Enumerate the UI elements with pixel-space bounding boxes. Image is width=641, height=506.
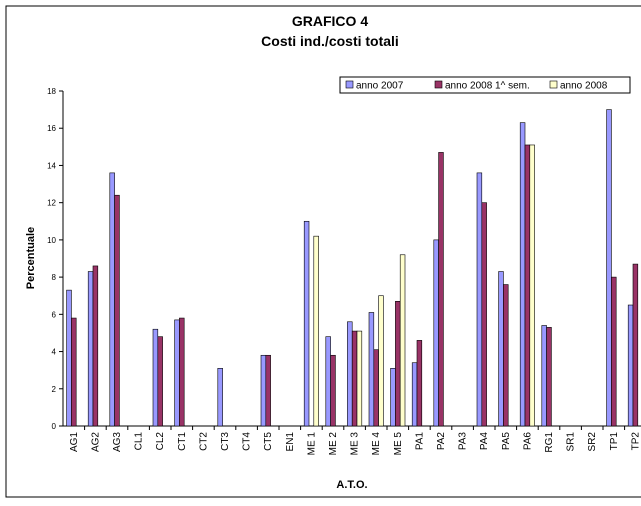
legend-box: [339, 76, 631, 94]
x-tick-label: CL1: [134, 432, 145, 451]
x-tick-label: AG3: [112, 432, 123, 452]
bar: [416, 340, 423, 427]
y-tick-label: 8: [52, 273, 57, 282]
y-axis-label: Percentuale: [25, 227, 37, 289]
y-tick-label: 2: [52, 385, 57, 394]
x-tick-label: RG1: [544, 432, 555, 453]
bar: [174, 319, 180, 427]
bar: [498, 271, 504, 427]
x-tick-label: PA1: [414, 432, 425, 451]
x-tick-label: ME 1: [306, 432, 317, 456]
bar: [476, 172, 483, 427]
bar: [325, 336, 331, 427]
x-tick-label: PA6: [522, 432, 533, 451]
bar: [481, 202, 487, 427]
bar: [627, 304, 634, 427]
bar: [433, 239, 439, 427]
y-tick-label: 18: [47, 87, 56, 96]
legend-label: anno 2008 1^ sem.: [445, 81, 530, 92]
bar: [92, 265, 99, 427]
x-tick-label: AG2: [90, 432, 101, 452]
x-tick-label: EN1: [285, 432, 296, 452]
x-tick-label: CT1: [177, 432, 188, 451]
bar: [519, 122, 526, 427]
x-axis-label: A.T.O.: [336, 479, 367, 491]
x-tick-label: ME 5: [393, 432, 404, 456]
y-tick-label: 16: [47, 124, 56, 133]
legend-swatch: [434, 80, 443, 89]
x-tick-label: CL2: [155, 432, 166, 451]
bar: [303, 220, 310, 427]
y-tick-label: 10: [47, 236, 56, 245]
bar: [438, 152, 444, 427]
x-tick-label: ME 3: [350, 432, 361, 456]
y-tick-label: 0: [52, 422, 57, 431]
x-tick-label: SR2: [587, 432, 598, 452]
bar: [390, 368, 396, 427]
bar: [87, 271, 94, 427]
x-tick-label: TP2: [630, 432, 641, 451]
y-tick-label: 4: [52, 348, 57, 357]
x-tick-label: AG1: [69, 432, 80, 452]
bar: [66, 289, 72, 427]
bar: [395, 301, 401, 427]
y-tick-label: 12: [47, 199, 56, 208]
bar: [611, 276, 617, 427]
x-tick-label: ME 4: [371, 432, 382, 456]
bar: [399, 254, 406, 427]
y-tick-label: 6: [52, 310, 57, 319]
bar: [330, 354, 336, 427]
bar: [265, 354, 271, 427]
legend-label: anno 2007: [356, 81, 404, 92]
bar: [260, 354, 267, 427]
bar: [378, 295, 384, 427]
bar: [114, 194, 120, 427]
x-tick-label: PA4: [479, 432, 490, 451]
bar: [157, 336, 163, 427]
bar: [152, 328, 159, 427]
x-tick-label: CT4: [242, 432, 253, 451]
x-tick-label: PA2: [436, 432, 447, 451]
y-tick-label: 14: [47, 161, 56, 170]
x-tick-label: CT5: [263, 432, 274, 451]
bar: [368, 312, 375, 427]
x-tick-label: PA3: [458, 432, 469, 451]
bar: [217, 368, 223, 427]
bar: [606, 109, 612, 427]
bar: [71, 317, 77, 427]
x-tick-label: SR1: [566, 432, 577, 452]
x-tick-label: TP1: [609, 432, 620, 451]
bar: [347, 321, 353, 427]
x-tick-label: CT3: [220, 432, 231, 451]
bar: [109, 172, 115, 427]
bar: [411, 362, 418, 427]
bar: [373, 349, 379, 427]
bar: [632, 263, 639, 427]
x-tick-label: PA5: [501, 432, 512, 451]
x-tick-label: CT2: [198, 432, 209, 451]
x-tick-label: ME 2: [328, 432, 339, 456]
bar: [541, 325, 547, 427]
bar: [503, 284, 509, 427]
bar: [179, 317, 185, 427]
legend-swatch: [549, 80, 558, 89]
bar: [524, 144, 531, 427]
bar: [313, 235, 319, 427]
bar: [529, 144, 535, 427]
legend-swatch: [345, 80, 354, 89]
bar: [351, 330, 358, 427]
chart-title: GRAFICO 4: [292, 13, 368, 29]
bar: [546, 327, 552, 427]
legend-label: anno 2008: [560, 81, 608, 92]
bar: [356, 330, 363, 427]
chart-title: Costi ind./costi totali: [261, 33, 399, 49]
